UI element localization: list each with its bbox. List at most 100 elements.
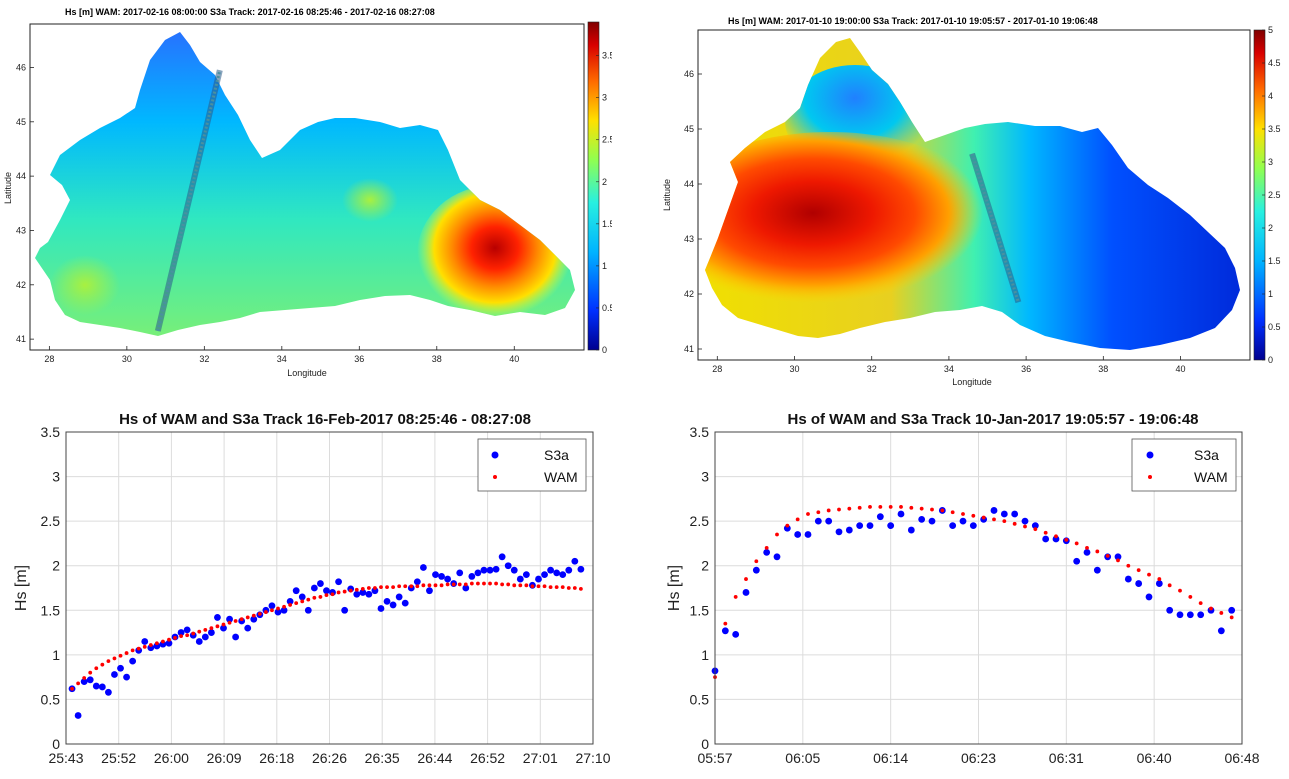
s3a-point: [565, 566, 573, 574]
x-tick-label: 27:10: [575, 750, 610, 766]
s3a-point: [468, 573, 476, 580]
wam-point: [379, 585, 383, 590]
wam-point: [130, 648, 135, 653]
satellite-track: [154, 69, 223, 332]
hs-map-jan: Hs [m] WAM: 2017-01-10 19:00:00 S3a Trac…: [662, 16, 1281, 387]
wam-point: [992, 517, 996, 522]
x-tick-label: 32: [199, 354, 209, 364]
chart-title: Hs of WAM and S3a Track 16-Feb-2017 08:2…: [119, 411, 531, 428]
s3a-point: [553, 569, 561, 577]
y-axis-label: Hs [m]: [13, 565, 30, 611]
s3a-point: [577, 565, 585, 573]
wam-point: [1012, 521, 1017, 526]
wam-point: [530, 584, 535, 589]
s3a-point: [274, 608, 282, 616]
wam-point: [536, 584, 541, 589]
colorbar-tick-label: 0: [1268, 355, 1273, 365]
wam-point: [409, 584, 414, 589]
wam-point: [816, 510, 821, 515]
x-tick-label: 05:57: [697, 750, 732, 766]
s3a-point: [773, 553, 781, 561]
s3a-point: [359, 589, 367, 596]
colorbar-tick-label: 0.5: [1268, 322, 1281, 332]
s3a-point: [897, 510, 905, 518]
chart-title: Hs of WAM and S3a Track 10-Jan-2017 19:0…: [787, 411, 1198, 428]
wam-point: [909, 505, 914, 510]
wam-point: [288, 603, 293, 607]
s3a-point: [535, 575, 542, 583]
s3a-point: [516, 575, 524, 583]
wam-point: [981, 515, 986, 520]
x-tick-label: 28: [712, 364, 722, 374]
s3a-point: [1217, 627, 1225, 635]
s3a-point: [147, 644, 155, 652]
s3a-point: [456, 569, 464, 577]
s3a-point: [742, 589, 750, 596]
s3a-point: [286, 597, 294, 605]
s3a-point: [918, 515, 926, 523]
wam-point: [173, 636, 177, 640]
s3a-point: [177, 629, 185, 636]
colorbar-tick-label: 3.5: [602, 51, 612, 61]
wam-point: [1095, 549, 1100, 554]
legend-label-s3a: S3a: [1194, 447, 1219, 463]
s3a-point: [129, 657, 137, 665]
legend: S3a WAM: [1131, 438, 1237, 492]
wam-point: [342, 589, 347, 594]
hs-scatter-jan: Hs of WAM and S3a Track 10-Jan-2017 19:0…: [666, 411, 1260, 766]
x-tick-label: 26:52: [470, 750, 505, 766]
y-axis-label: Latitude: [3, 172, 13, 204]
wam-point: [1188, 595, 1193, 599]
x-axis-label: Longitude: [952, 377, 992, 387]
colorbar-tick-label: 2.5: [602, 135, 612, 145]
wam-point: [76, 681, 81, 686]
s3a-point: [207, 629, 215, 636]
s3a-point: [80, 678, 88, 685]
wam-point: [1147, 572, 1151, 577]
s3a-point: [571, 557, 579, 565]
wam-point: [118, 653, 123, 658]
wam-point: [360, 586, 365, 591]
colorbar-tick-label: 2: [1268, 223, 1273, 233]
wam-point: [161, 639, 165, 644]
s3a-point: [1083, 548, 1091, 556]
s3a-point: [1197, 611, 1205, 619]
wam-point: [548, 585, 553, 590]
wam-point: [1209, 606, 1213, 611]
s3a-point: [220, 624, 227, 632]
y-tick-label: 41: [684, 344, 694, 354]
wam-point: [888, 504, 893, 509]
wam-point: [488, 581, 492, 586]
s3a-point: [304, 606, 312, 614]
s3a-point: [522, 571, 530, 579]
wam-point: [971, 513, 976, 518]
wam-point: [469, 581, 474, 586]
wam-point: [578, 586, 583, 591]
wam-point: [785, 523, 790, 528]
wam-point: [878, 504, 883, 509]
s3a-point: [159, 640, 167, 648]
wam-point: [433, 583, 438, 588]
wam-point: [857, 505, 862, 510]
wam-point: [1105, 554, 1110, 558]
wam-point: [518, 583, 523, 588]
wam-point: [919, 506, 924, 511]
s3a-point: [98, 683, 106, 691]
s3a-point: [721, 627, 729, 635]
x-tick-label: 32: [867, 364, 877, 374]
s3a-point: [1135, 580, 1143, 587]
s3a-point: [280, 606, 288, 614]
s3a-point: [1052, 535, 1060, 543]
s3a-point: [195, 638, 203, 645]
y-tick-label: 42: [16, 280, 26, 290]
s3a-point: [928, 517, 936, 525]
s3a-point: [292, 587, 300, 595]
wam-point: [294, 601, 299, 606]
wam-point: [136, 646, 141, 651]
y-tick-label: 2.5: [41, 513, 61, 529]
s3a-point: [876, 513, 884, 521]
s3a-point: [969, 522, 977, 529]
wam-point: [1229, 615, 1234, 620]
s3a-point: [250, 615, 258, 623]
wam-point: [775, 532, 779, 537]
